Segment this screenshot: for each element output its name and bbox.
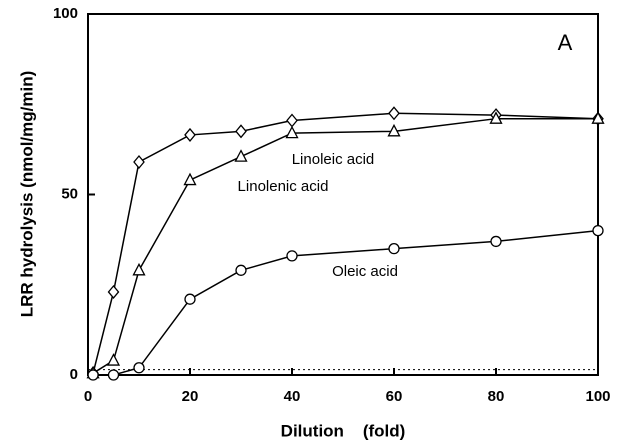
point	[286, 113, 298, 128]
point	[286, 250, 298, 262]
point	[235, 264, 247, 276]
point	[285, 125, 299, 139]
point	[184, 127, 196, 142]
plot-frame	[87, 13, 599, 376]
point	[106, 353, 121, 366]
point	[235, 124, 247, 139]
point	[133, 362, 145, 374]
point	[183, 172, 197, 186]
series-label: Linoleic acid	[292, 151, 375, 168]
x-tick-label: 60	[386, 388, 403, 405]
point	[87, 369, 99, 381]
panel-label: A	[558, 30, 573, 55]
series-label: Oleic acid	[332, 263, 398, 280]
y-tick-label: 50	[61, 185, 78, 202]
point	[107, 284, 120, 299]
series-line	[93, 229, 599, 376]
point	[132, 262, 146, 276]
point	[388, 242, 400, 255]
point	[107, 369, 120, 381]
y-tick-label: 0	[70, 366, 78, 383]
point	[592, 224, 604, 237]
point	[184, 293, 196, 305]
point	[133, 154, 145, 170]
series-label: Linolenic acid	[238, 178, 329, 195]
x-tick-label: 0	[84, 388, 92, 405]
y-tick-label: 100	[53, 5, 78, 22]
point	[489, 111, 503, 124]
point	[490, 235, 502, 248]
point	[234, 149, 248, 162]
point	[591, 111, 605, 124]
x-tick-label: 100	[585, 388, 610, 405]
x-tick-label: 20	[182, 388, 199, 405]
y-axis-label: LRR hydrolysis (nmol/mg/min)	[17, 71, 36, 318]
point	[387, 123, 401, 137]
x-tick-label: 80	[488, 388, 505, 405]
x-axis-label: Dilution (fold)	[281, 421, 406, 440]
point	[388, 106, 400, 121]
x-tick-label: 40	[284, 388, 301, 405]
